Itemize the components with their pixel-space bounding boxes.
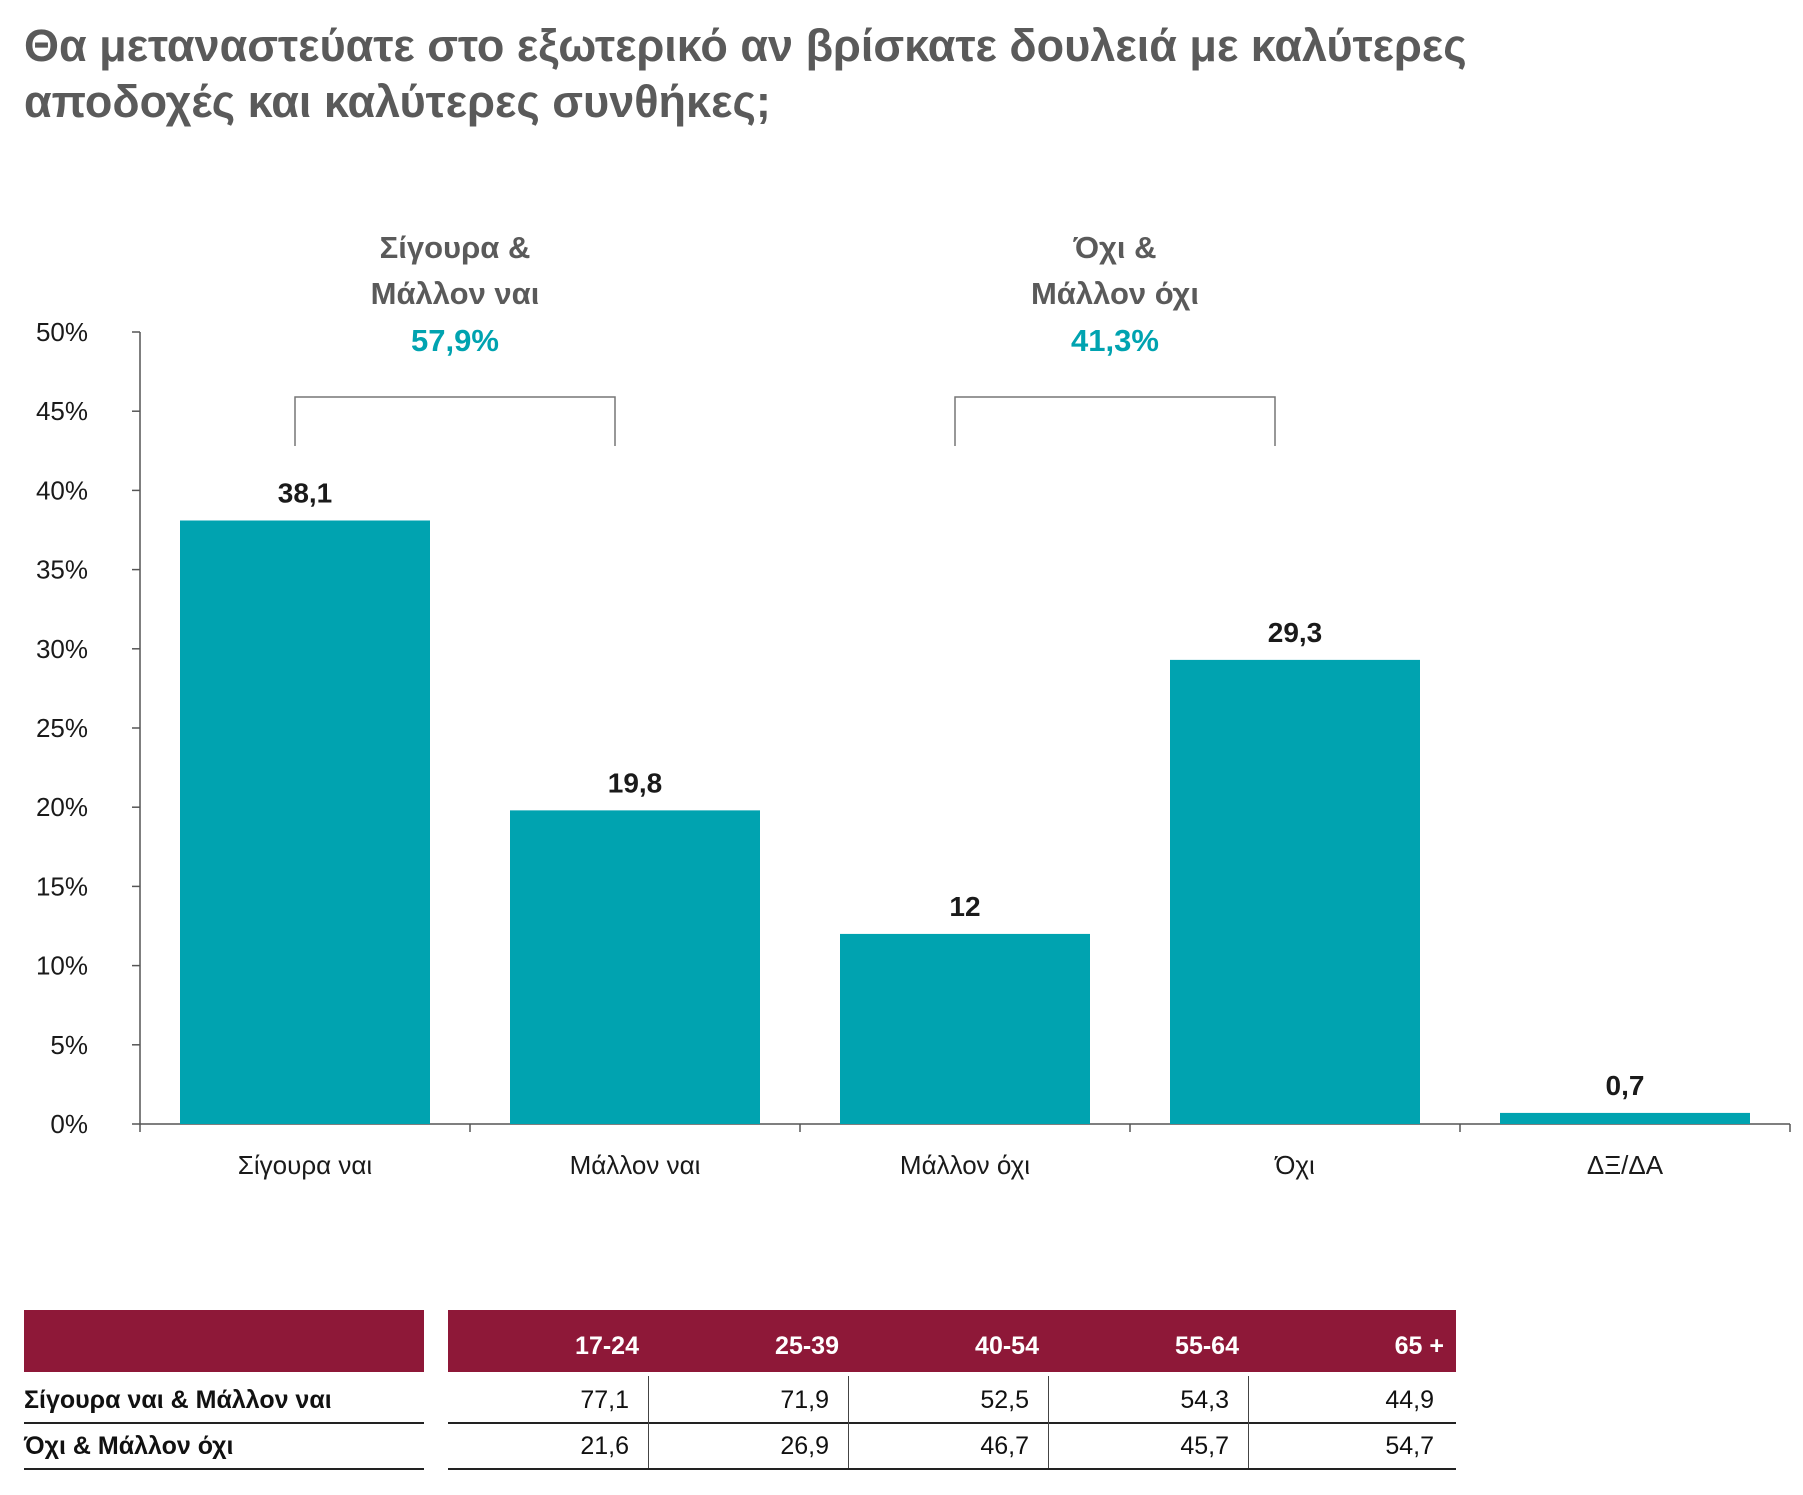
table-row-label: Σίγουρα ναι & Μάλλον ναι (24, 1386, 332, 1414)
table-cell: 21,6 (580, 1432, 629, 1460)
column-divider (848, 1376, 849, 1468)
group-bracket (294, 396, 616, 446)
group-total: 41,3% (1071, 323, 1159, 358)
group-label: Μάλλον ναι (371, 276, 540, 311)
table-cell: 54,7 (1385, 1432, 1434, 1460)
row-divider (448, 1468, 1456, 1470)
column-divider (1048, 1376, 1049, 1468)
bar (1500, 1112, 1750, 1124)
table-column-header: 40-54 (975, 1332, 1039, 1360)
table-column-header: 25-39 (775, 1332, 839, 1360)
bar (510, 810, 760, 1124)
bar-value-label: 29,3 (1268, 617, 1323, 648)
y-tick-label: 10% (36, 951, 88, 981)
bar (1170, 659, 1420, 1124)
column-divider (648, 1376, 649, 1468)
group-label: Σίγουρα & (380, 230, 531, 265)
table-cell: 54,3 (1180, 1386, 1229, 1414)
group-label: Όχι & (1072, 230, 1156, 265)
bar-value-label: 12 (949, 891, 980, 922)
bar (840, 933, 1090, 1124)
bar-value-label: 38,1 (278, 477, 333, 508)
table-column-header: 55-64 (1175, 1332, 1239, 1360)
table-column-header: 17-24 (575, 1332, 639, 1360)
group-bracket (954, 396, 1276, 446)
y-tick-label: 30% (36, 634, 88, 664)
y-tick-label: 25% (36, 713, 88, 743)
x-category-label: Μάλλον όχι (900, 1150, 1030, 1180)
column-divider (1248, 1376, 1249, 1468)
y-tick-label: 5% (50, 1030, 88, 1060)
table-column-header: 65 + (1394, 1332, 1444, 1360)
y-tick-label: 20% (36, 792, 88, 822)
table-cell: 46,7 (980, 1432, 1029, 1460)
bar-value-label: 19,8 (608, 767, 663, 798)
row-divider (24, 1422, 424, 1424)
group-label: Μάλλον όχι (1031, 276, 1199, 311)
table-cell: 71,9 (780, 1386, 829, 1414)
y-tick-label: 40% (36, 475, 88, 505)
chart-title: Θα μεταναστεύατε στο εξωτερικό αν βρίσκα… (24, 20, 1467, 127)
y-tick-label: 35% (36, 555, 88, 585)
table-cell: 77,1 (580, 1386, 629, 1414)
table-row-label: Όχι & Μάλλον όχι (24, 1432, 234, 1460)
y-tick-label: 45% (36, 396, 88, 426)
x-category-label: ΔΞ/ΔΑ (1587, 1150, 1664, 1180)
table-cell: 44,9 (1385, 1386, 1434, 1414)
x-category-label: Μάλλον ναι (570, 1150, 701, 1180)
table-cell: 26,9 (780, 1432, 829, 1460)
y-tick-label: 0% (50, 1109, 88, 1139)
bar (180, 520, 430, 1124)
x-category-label: Σίγουρα ναι (238, 1150, 373, 1180)
row-divider (448, 1422, 1456, 1424)
table-cell: 52,5 (980, 1386, 1029, 1414)
table-header (448, 1310, 1456, 1372)
row-divider (24, 1468, 424, 1470)
table-cell: 45,7 (1180, 1432, 1229, 1460)
group-total: 57,9% (411, 323, 499, 358)
x-category-label: Όχι (1274, 1150, 1315, 1180)
bar-value-label: 0,7 (1606, 1070, 1645, 1101)
y-tick-label: 15% (36, 871, 88, 901)
table-header-blank (24, 1310, 424, 1372)
bar-chart: 0% 5% 10% 15% 20% 25% 30% 35% 40% 45% 50% 38,1 Σίγου… (36, 230, 1791, 1180)
y-tick-label: 50% (36, 317, 88, 347)
